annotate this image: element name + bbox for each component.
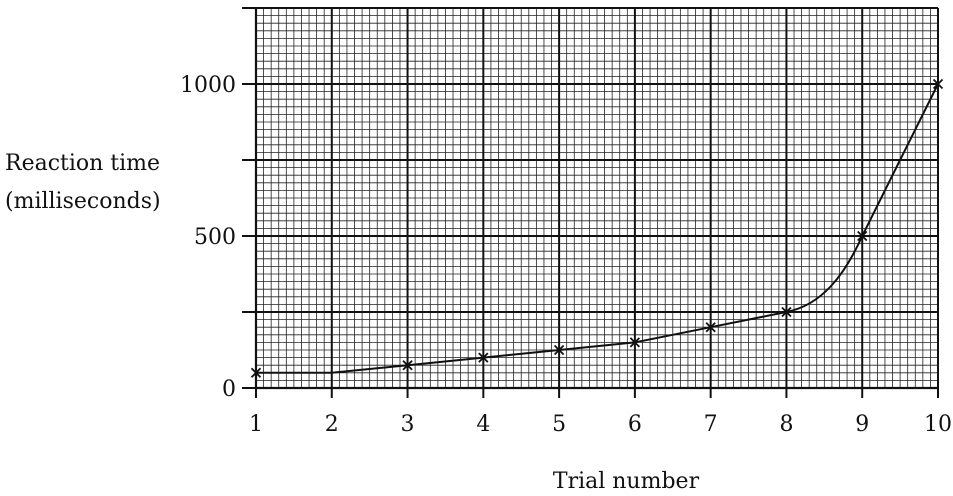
marker-stroke <box>478 352 489 363</box>
data-point-marker <box>629 337 641 348</box>
x-tick-label: 2 <box>325 412 339 437</box>
x-tick-label: 10 <box>924 412 952 437</box>
data-point-marker <box>478 352 489 363</box>
marker-stroke <box>553 344 565 356</box>
marker-stroke <box>705 322 716 333</box>
data-markers <box>250 78 944 378</box>
y-tick-label: 500 <box>194 225 236 250</box>
y-tick-label: 0 <box>222 377 236 402</box>
x-axis-title: Trial number <box>553 469 700 494</box>
data-point-marker <box>932 78 944 90</box>
data-point-marker <box>705 322 716 333</box>
data-point-marker <box>402 360 413 371</box>
x-tick-labels: 1 2 3 4 5 6 7 8 9 10 <box>249 412 952 437</box>
data-point-marker <box>553 344 565 356</box>
marker-stroke <box>857 230 868 242</box>
y-axis-title-line-2: (milliseconds) <box>5 189 161 214</box>
x-tick-label: 7 <box>704 412 718 437</box>
x-tick-label: 3 <box>401 412 415 437</box>
y-tick-labels: 0 500 1000 <box>180 73 236 402</box>
marker-stroke <box>250 367 262 378</box>
marker-stroke <box>629 337 641 348</box>
marker-stroke <box>402 360 413 371</box>
x-tick-label: 1 <box>249 412 263 437</box>
marker-stroke <box>781 306 792 318</box>
marker-stroke <box>932 78 944 90</box>
data-point-marker <box>781 306 792 318</box>
y-tick-label: 1000 <box>180 73 236 98</box>
x-tick-label: 4 <box>476 412 490 437</box>
data-point-marker <box>857 230 868 242</box>
x-tick-label: 6 <box>628 412 642 437</box>
x-tick-label: 8 <box>779 412 793 437</box>
x-tick-label: 5 <box>552 412 566 437</box>
series-line <box>256 83 939 374</box>
data-point-marker <box>250 367 262 378</box>
y-axis-title-line-1: Reaction time <box>5 151 160 176</box>
x-tick-label: 9 <box>855 412 869 437</box>
grid <box>255 7 939 389</box>
axes <box>242 7 939 398</box>
